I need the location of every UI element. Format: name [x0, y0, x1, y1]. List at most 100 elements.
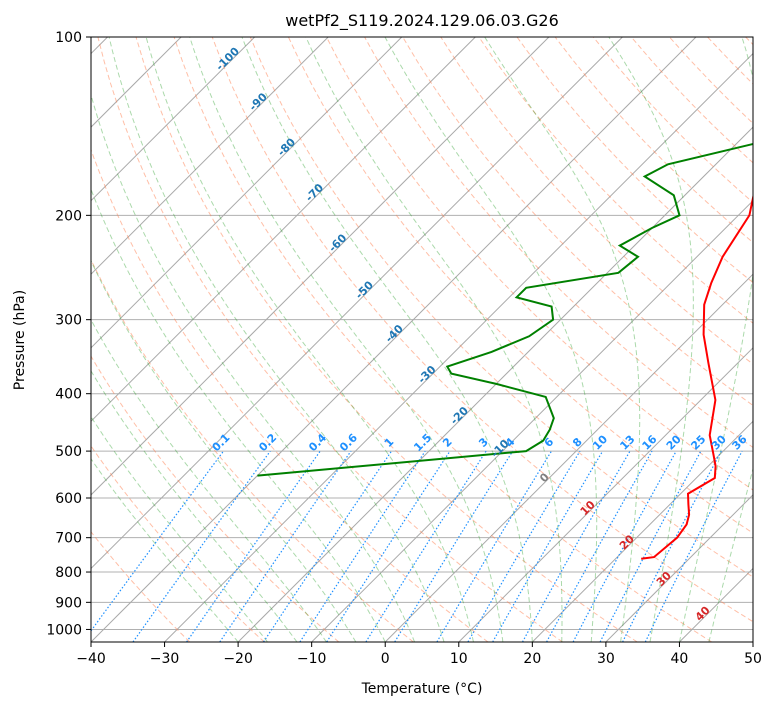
x-tick-label: −30: [150, 651, 180, 667]
dry-adiabat-line: [402, 37, 753, 407]
x-tick-label: 10: [450, 651, 468, 667]
mixing-ratio-line: [622, 450, 722, 642]
isotherm-line: [91, 37, 256, 202]
y-tick-label: 200: [55, 208, 82, 224]
x-tick-label: −20: [223, 651, 253, 667]
moist-adiabat-line: [91, 415, 268, 642]
dry-adiabat-line: [135, 37, 638, 642]
moist-adiabat-line: [708, 467, 753, 642]
mixing-ratio-line: [186, 450, 321, 642]
moist-adiabat-line: [241, 37, 533, 642]
dry-adiabat-line: [364, 37, 753, 449]
mixing-ratio-line: [394, 450, 514, 642]
y-tick-label: 300: [55, 313, 82, 329]
y-tick-label: 700: [55, 531, 82, 547]
chart-title: wetPf2_S119.2024.129.06.03.G26: [285, 11, 559, 31]
mixing-ratio-label: 16: [640, 432, 660, 452]
x-tick-label: 30: [597, 651, 615, 667]
isotherm-line: [91, 37, 403, 349]
moist-adiabat-line: [384, 37, 598, 642]
moist-adiabat-line: [608, 37, 694, 642]
isotherm-line: [384, 273, 753, 642]
dry-adiabat-line: [554, 37, 753, 244]
x-tick-label: −40: [76, 651, 106, 667]
moist-adiabat-line: [108, 37, 445, 642]
isotherm-label: -50: [353, 278, 376, 301]
mixing-ratio-line: [91, 450, 224, 632]
dry-adiabat-line: [211, 37, 753, 623]
mixing-ratio-line: [546, 450, 653, 642]
mixing-ratio-label: 3: [476, 435, 491, 450]
dry-adiabat-line: [707, 37, 753, 85]
mixing-ratio-line: [599, 450, 702, 642]
dewpoint-line: [257, 142, 753, 477]
mixing-ratio-label: 13: [617, 433, 637, 453]
dry-adiabat-line: [745, 37, 753, 46]
isotherm-line: [237, 126, 753, 642]
dry-adiabat-line: [669, 37, 753, 125]
dry-adiabat-line: [91, 531, 191, 642]
mixing-ratio-line: [299, 450, 426, 642]
mixing-ratio-line: [262, 450, 392, 642]
x-tick-label: 40: [671, 651, 689, 667]
dry-adiabat-line: [478, 37, 753, 324]
dry-adiabat-line: [326, 37, 753, 491]
isotherm-label: 20: [617, 532, 637, 552]
y-tick-label: 900: [55, 595, 82, 611]
mixing-ratio-line: [219, 450, 352, 642]
isotherm-line: [311, 199, 753, 642]
isotherm-line: [164, 52, 753, 642]
isotherm-line: [605, 494, 753, 642]
x-tick-label: 50: [744, 651, 762, 667]
x-axis-label: Temperature (°C): [361, 681, 483, 697]
y-tick-label: 100: [55, 30, 82, 46]
dry-adiabat-line: [91, 355, 340, 642]
dry-adiabat-line: [91, 258, 414, 642]
y-tick-label: 1000: [46, 622, 82, 638]
moist-adiabat-line: [484, 37, 641, 642]
mixing-ratio-line: [521, 450, 631, 642]
x-tick-label: −10: [297, 651, 327, 667]
y-tick-label: 500: [55, 444, 82, 460]
moist-adiabat-line: [145, 37, 474, 642]
y-tick-label: 400: [55, 387, 82, 403]
dry-adiabat-line: [173, 37, 713, 642]
isotherm-label: -80: [275, 135, 298, 158]
y-axis-label: Pressure (hPa): [12, 290, 28, 390]
isotherm-line: [91, 37, 329, 275]
mixing-ratio-line: [467, 450, 581, 642]
isotherm-label: -40: [383, 322, 406, 345]
dry-adiabat-line: [97, 37, 563, 642]
mixing-ratio-line: [326, 450, 451, 642]
x-tick-label: 20: [523, 651, 541, 667]
mixing-ratio-line: [132, 450, 271, 642]
isotherm-line: [679, 567, 753, 642]
moist-adiabat-line: [91, 259, 357, 642]
isotherm-label: -90: [247, 90, 270, 113]
moist-adiabat-line: [305, 37, 563, 642]
isotherm-line: [91, 37, 697, 642]
moist-adiabat-line: [189, 37, 504, 642]
axes: −40 −30 −20 −10 0 10 20 30 40 50 100 200 300 400 500 60…: [46, 30, 762, 667]
isotherm-label: -30: [415, 363, 438, 386]
y-tick-label: 800: [55, 565, 82, 581]
dry-adiabat-line: [91, 445, 265, 642]
moist-adiabat-line: [91, 369, 298, 642]
isotherm-label: 40: [693, 604, 713, 624]
dry-adiabat-line: [516, 37, 753, 284]
background-lines: [91, 37, 753, 642]
moist-adiabat-line: [678, 37, 753, 642]
isotherm-label: -100: [213, 44, 242, 73]
moist-adiabat-line: [91, 318, 327, 642]
moist-adiabat-line: [91, 457, 239, 642]
plot-frame: [90, 36, 754, 643]
moist-adiabat-line: [91, 188, 386, 642]
mixing-ratio-label: 25: [688, 433, 708, 453]
mixing-ratio-label: 1: [382, 435, 397, 450]
isotherm-line: [91, 37, 623, 570]
mixing-ratio-label: 20: [664, 432, 684, 452]
mixing-ratio-label: 36: [730, 432, 750, 452]
isotherm-line: [458, 347, 753, 642]
profile-lines: [257, 142, 753, 560]
isotherm-line: [91, 37, 476, 423]
